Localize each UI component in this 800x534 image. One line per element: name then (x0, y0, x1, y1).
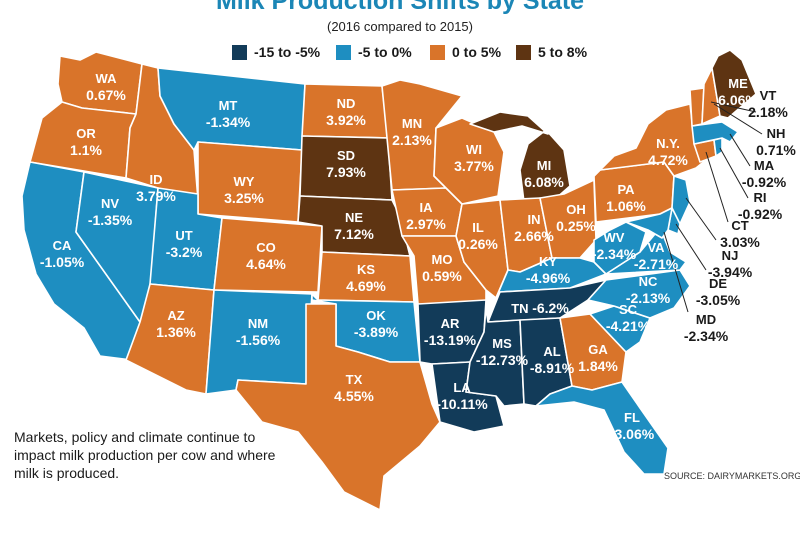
callout-line-nj (685, 197, 717, 241)
state-me[interactable] (711, 49, 757, 119)
label-ok: OK -3.89% (353, 308, 399, 340)
label-md: MD -2.34% (683, 312, 729, 344)
callout-line-ma (729, 133, 751, 167)
callout-lines (663, 101, 763, 313)
label-ca: CA -1.05% (39, 238, 85, 270)
label-ks: KS 4.69% (346, 262, 386, 294)
source-credit: SOURCE: DAIRYMARKETS.ORG (664, 471, 800, 481)
state-md[interactable] (625, 207, 673, 239)
state-sc[interactable] (589, 305, 651, 353)
label-al: AL -8.91% (529, 344, 575, 376)
label-tx: TX 4.55% (334, 372, 374, 404)
label-nc: NC -2.13% (625, 274, 671, 306)
legend-item-4: 5 to 8% (516, 42, 587, 62)
callout-line-ri (719, 147, 749, 199)
label-nd: ND 3.92% (326, 96, 366, 128)
label-co: CO 4.64% (246, 240, 286, 272)
state-tx[interactable] (235, 303, 441, 511)
label-az: AZ 1.36% (156, 308, 196, 340)
footnote-text: Markets, policy and climate continue to … (14, 429, 276, 481)
label-wa: WA 0.67% (86, 71, 126, 103)
callout-line-md (663, 231, 689, 313)
label-sc: SC -4.21% (605, 302, 651, 334)
label-ct: CT 3.03% (720, 218, 760, 250)
legend-swatch (516, 44, 531, 60)
label-in: IN 2.66% (514, 212, 554, 244)
label-de: DE -3.05% (695, 276, 741, 308)
callout-line-nh (713, 103, 763, 135)
label-mi: MI 6.08% (524, 158, 564, 190)
label-ma: MA -0.92% (741, 158, 787, 190)
legend-label: 5 to 8% (538, 44, 588, 60)
label-il: IL 0.26% (458, 220, 498, 252)
state-fl[interactable] (535, 381, 669, 475)
label-mn: MN 2.13% (392, 116, 432, 148)
label-va: VA -2.71% (633, 240, 679, 272)
label-mo: MO 0.59% (422, 252, 462, 284)
legend-swatch (430, 44, 445, 60)
label-ms: MS -12.73% (475, 336, 529, 368)
legend-label: 0 to 5% (452, 44, 502, 60)
label-ne: NE 7.12% (334, 210, 374, 242)
label-ia: IA 2.97% (406, 200, 446, 232)
state-nc[interactable] (587, 269, 691, 319)
label-oh: OH 0.25% (556, 202, 596, 234)
label-mt: MT -1.34% (205, 98, 251, 130)
label-tn: TN -6.2% (511, 300, 569, 316)
legend-label: -15 to -5% (254, 44, 321, 60)
callout-line-ct (705, 151, 729, 223)
state-shapes (21, 49, 757, 511)
map-title: Milk Production Shifts by State (215, 0, 585, 15)
label-ar: AR -13.19% (423, 316, 477, 348)
label-id: ID 3.79% (136, 172, 176, 204)
callout-line-de (675, 223, 707, 271)
label-fl: FL -3.06% (609, 410, 655, 442)
label-nv: NV -1.35% (87, 196, 133, 228)
state-mi[interactable] (469, 111, 571, 203)
state-ms[interactable] (465, 307, 525, 407)
label-vt: VT 2.18% (748, 88, 788, 120)
state-wv[interactable] (593, 221, 647, 275)
label-nh: NH 0.71% (756, 126, 796, 158)
label-nj: NJ -3.94% (707, 248, 753, 280)
label-nm: NM -1.56% (235, 316, 281, 348)
state-ma[interactable] (691, 121, 739, 145)
label-pa: PA 1.06% (606, 182, 646, 214)
map-subtitle: (2016 compared to 2015) (327, 19, 473, 34)
label-wv: WV -2.34% (591, 230, 637, 262)
legend-swatch (232, 44, 247, 60)
label-ky: KY -4.96% (525, 254, 571, 286)
label-ut: UT -3.2% (165, 228, 203, 260)
label-ny: N.Y. 4.72% (648, 136, 688, 168)
legend-swatch (336, 44, 351, 60)
state-nj[interactable] (671, 175, 691, 225)
label-me: ME 6.06% (718, 76, 758, 108)
callout-line-vt (710, 101, 757, 113)
label-wy: WY 3.25% (224, 174, 264, 206)
label-ri: RI -0.92% (737, 190, 783, 222)
legend-label: -5 to 0% (358, 44, 412, 60)
label-or: OR 1.1% (70, 126, 102, 158)
label-ga: GA 1.84% (578, 342, 618, 374)
legend-item-3: 0 to 5% (430, 42, 501, 62)
label-la: LA -10.11% (436, 380, 488, 412)
state-ri[interactable] (713, 137, 723, 157)
legend-item-1: -15 to -5% (232, 42, 320, 62)
label-sd: SD 7.93% (326, 148, 366, 180)
legend-item-2: -5 to 0% (336, 42, 412, 62)
label-wi: WI 3.77% (454, 142, 494, 174)
